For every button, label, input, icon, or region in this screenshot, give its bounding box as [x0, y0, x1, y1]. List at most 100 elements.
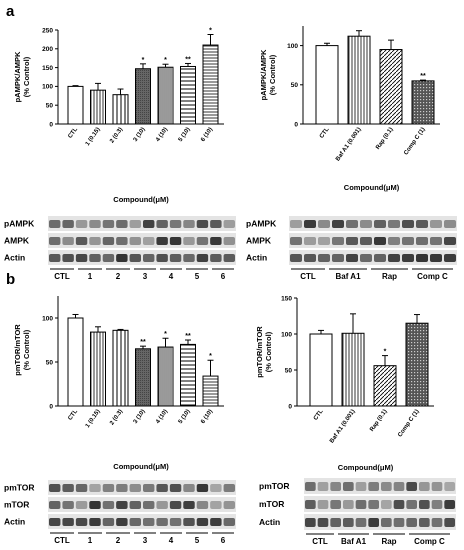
lane-label: Rap [382, 272, 397, 281]
bar [379, 49, 403, 125]
significance-mark: * [384, 349, 387, 356]
blot-band [332, 237, 344, 245]
blot-band [116, 484, 128, 492]
lane-label: CTL [54, 272, 70, 281]
category-label: Rap (0.1) [369, 409, 388, 433]
blot-band [431, 518, 443, 527]
y-tick-label: 0 [49, 403, 53, 410]
blot-band [360, 237, 372, 245]
blot-band [143, 518, 155, 526]
blot-band [368, 482, 379, 491]
blot-band [183, 220, 195, 228]
bar [112, 329, 129, 407]
category-label: CTL [313, 408, 325, 421]
blot-band [419, 518, 430, 527]
bar [180, 65, 196, 125]
blot-band [183, 484, 195, 492]
bar [90, 89, 106, 125]
y-tick-label: 250 [42, 27, 53, 34]
y-tick-label: 50 [46, 103, 54, 110]
blot-band [317, 500, 329, 509]
blot-band [143, 220, 155, 228]
blot-band [129, 237, 141, 245]
blot-band [116, 518, 128, 526]
lane-label: Comp C [414, 537, 445, 546]
blot-band [360, 254, 372, 262]
bar [112, 94, 129, 125]
panel-letter-b: b [6, 271, 15, 288]
lane-label: 5 [195, 536, 200, 545]
blot-band [143, 254, 155, 262]
bar [135, 68, 151, 125]
bar [347, 35, 371, 125]
blot-band [416, 220, 428, 228]
blot-band [49, 501, 61, 509]
blot-band [374, 237, 386, 245]
blot-band [196, 237, 209, 245]
lane-label: 6 [221, 272, 226, 281]
blot-band [305, 500, 316, 509]
blot-band [143, 237, 155, 245]
blot-band [156, 518, 168, 526]
blot-band [116, 220, 128, 228]
bar [180, 343, 196, 407]
bar-chart-3: 0 50 100 pmTOR/mTOR(% Control) Compound(μM) C… [13, 296, 224, 471]
y-tick-label: 100 [42, 315, 53, 322]
y-tick-label: 150 [42, 65, 53, 72]
blot-band [116, 254, 128, 262]
lane-label: 1 [88, 536, 93, 545]
category-label: Baf A1 (0.001) [335, 127, 363, 163]
blot-row-label: Actin [259, 517, 280, 527]
blot-band [355, 482, 367, 491]
lane-label: 2 [116, 272, 121, 281]
blot-band [116, 237, 128, 245]
y-tick-label: 200 [42, 46, 53, 53]
blot-band [305, 518, 316, 527]
blot-band [169, 254, 182, 262]
bar [202, 44, 219, 125]
blot-band [318, 237, 330, 245]
category-label: Comp C (1) [403, 127, 426, 157]
bar [157, 66, 174, 125]
blot-band [444, 500, 455, 509]
blot-band [402, 237, 414, 245]
lane-label: 6 [221, 536, 226, 545]
blot-band [169, 518, 182, 526]
blot-band [374, 254, 386, 262]
blot-row-label: mTOR [4, 500, 29, 510]
blot-band [343, 482, 354, 491]
y-tick-label: 100 [287, 43, 298, 50]
blot-row-label: AMPK [246, 236, 272, 246]
blot-band [223, 518, 235, 526]
blot-band [156, 220, 168, 228]
bar [315, 45, 339, 125]
category-label: CTL [68, 408, 80, 421]
blot-band [102, 254, 115, 262]
blot-band [406, 518, 417, 527]
category-label: 4 (10) [155, 409, 169, 425]
category-label: Baf A1 (0.001) [329, 409, 357, 445]
bar [90, 331, 106, 407]
blot-band [102, 518, 115, 526]
bar-chart-1: 0 50 100 150 200 250 pAMPK/AMPK(% Control) Comp… [13, 27, 224, 204]
blot-row-label: Actin [246, 253, 267, 263]
blot-band [156, 484, 168, 492]
blot-band [368, 518, 379, 527]
blot-band [402, 254, 414, 262]
bar [67, 317, 84, 407]
blot-band [430, 220, 442, 228]
blot-band [210, 220, 222, 228]
category-label: 5 (10) [178, 409, 192, 425]
blot-1: pAMPK AMPK Actin CTL 1 2 3 4 5 6 [4, 216, 236, 281]
blot-band [116, 501, 128, 509]
blot-band [368, 500, 379, 509]
blot-band [102, 220, 115, 228]
category-label: 2 (0.3) [109, 127, 124, 145]
significance-mark: * [209, 28, 212, 35]
blot-row-label: Actin [4, 253, 25, 263]
lane-label: 5 [195, 272, 200, 281]
blot-strip [304, 478, 456, 494]
blot-band [223, 237, 235, 245]
blot-band [49, 220, 61, 228]
blot-band [196, 518, 209, 526]
